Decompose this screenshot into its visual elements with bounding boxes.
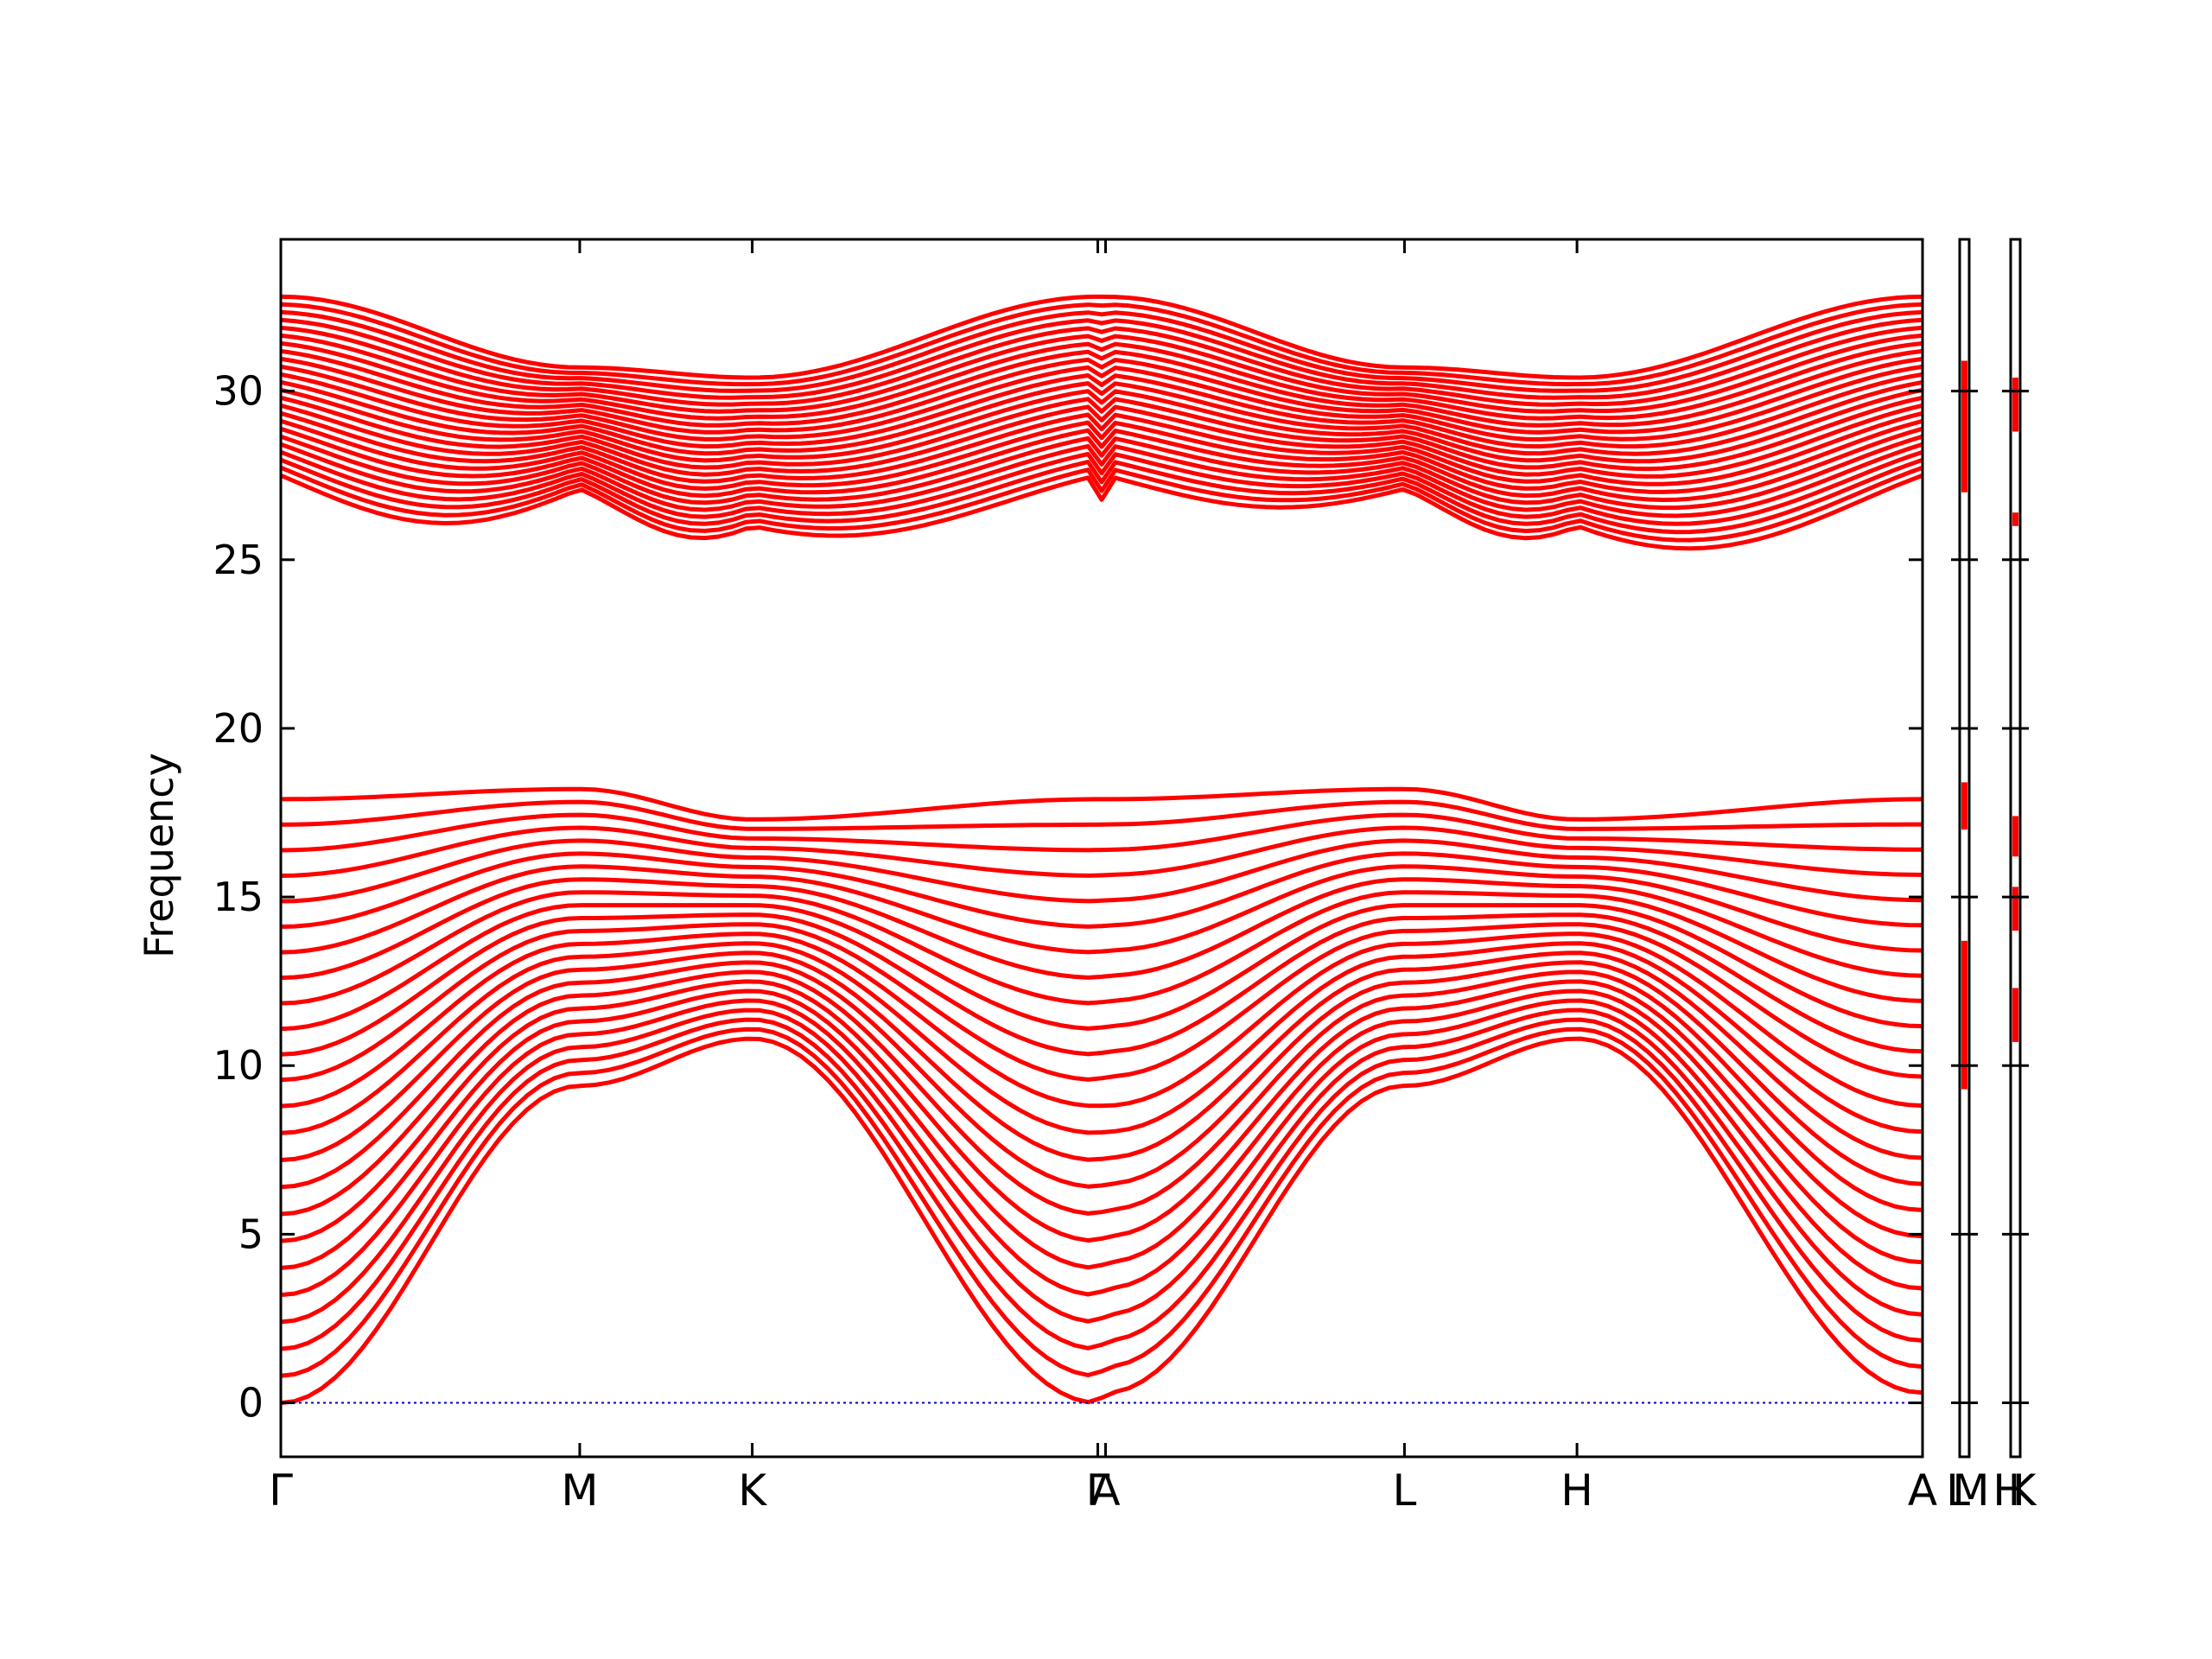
band-low-9 <box>281 950 1923 1162</box>
band-high-22 <box>281 302 1923 387</box>
side-panel-hk: HK <box>1993 238 2037 1516</box>
band-low-4 <box>281 998 1923 1298</box>
side-band-segment <box>1961 782 1967 830</box>
band-low-15 <box>281 890 1923 1006</box>
side-panel-frame <box>2009 238 2022 1459</box>
band-low-3 <box>281 1007 1923 1325</box>
y-tick-label: 20 <box>213 705 264 752</box>
band-low-8 <box>281 960 1923 1190</box>
band-high-15 <box>281 356 1923 435</box>
band-high-7 <box>281 418 1923 494</box>
side-band-segment <box>2012 988 2018 1042</box>
band-low-23 <box>281 786 1923 822</box>
band-low-5 <box>281 988 1923 1270</box>
band-low-22 <box>281 799 1923 831</box>
band-high-11 <box>281 387 1923 464</box>
band-high-3 <box>281 449 1923 526</box>
band-low-17 <box>281 864 1923 955</box>
band-low-7 <box>281 969 1923 1217</box>
bands <box>281 294 1923 1406</box>
side-label-right: K <box>2008 1465 2037 1516</box>
y-tick-label: 10 <box>213 1042 264 1089</box>
band-high-5 <box>281 434 1923 511</box>
y-tick-label: 15 <box>213 874 264 920</box>
band-high-12 <box>281 379 1923 456</box>
band-low-12 <box>281 922 1923 1083</box>
band-high-19 <box>281 325 1923 407</box>
band-high-6 <box>281 426 1923 502</box>
x-tick-label: Γ <box>1086 1465 1110 1516</box>
side-label-right: M <box>1952 1465 1989 1516</box>
y-tick-label: 25 <box>213 537 264 583</box>
y-tick-label: 5 <box>238 1211 264 1257</box>
band-high-8 <box>281 410 1923 486</box>
band-high-21 <box>281 309 1923 393</box>
band-low-16 <box>281 877 1923 981</box>
band-low-1 <box>281 1027 1923 1378</box>
y-tick-label: 0 <box>238 1380 264 1427</box>
band-high-17 <box>281 340 1923 421</box>
plot-frame <box>279 238 1924 1459</box>
band-high-4 <box>281 442 1923 518</box>
side-band-segment <box>2012 378 2018 432</box>
y-axis-label: Frequency <box>136 753 182 958</box>
x-tick-label: K <box>738 1465 767 1516</box>
side-band-segment <box>1961 360 1967 493</box>
side-band-segment <box>2012 512 2018 526</box>
side-label-left: L <box>1946 1465 1970 1516</box>
x-tick-label: A <box>1908 1465 1937 1516</box>
band-low-21 <box>281 812 1923 853</box>
band-high-1 <box>281 465 1923 543</box>
band-high-16 <box>281 348 1923 428</box>
x-tick-label: Γ <box>269 1465 293 1516</box>
side-band-segment <box>2012 887 2018 931</box>
x-tick-label: M <box>561 1465 598 1516</box>
side-label-left: H <box>1993 1465 2025 1516</box>
band-low-18 <box>281 851 1923 929</box>
band-high-10 <box>281 395 1923 472</box>
side-panel-lm: LM <box>1946 238 1990 1516</box>
band-low-2 <box>281 1017 1923 1351</box>
band-high-23 <box>281 294 1923 380</box>
x-tick-label: H <box>1560 1465 1593 1516</box>
band-high-20 <box>281 317 1923 400</box>
side-band-segment <box>2012 816 2018 857</box>
x-tick-label: A <box>1090 1465 1120 1516</box>
band-low-13 <box>281 912 1923 1057</box>
side-panel-frame <box>1958 238 1971 1459</box>
band-low-6 <box>281 979 1923 1243</box>
band-low-0 <box>281 1036 1923 1406</box>
band-high-14 <box>281 364 1923 442</box>
band-high-9 <box>281 403 1923 479</box>
side-band-segment <box>1961 940 1967 1090</box>
band-low-14 <box>281 903 1923 1032</box>
band-high-2 <box>281 457 1923 535</box>
band-low-20 <box>281 825 1923 878</box>
x-tick-label: L <box>1393 1465 1417 1516</box>
band-high-18 <box>281 333 1923 414</box>
band-low-19 <box>281 838 1923 904</box>
band-high-0 <box>281 473 1923 551</box>
band-high-13 <box>281 372 1923 449</box>
band-low-10 <box>281 941 1923 1135</box>
band-low-11 <box>281 931 1923 1109</box>
y-tick-label: 30 <box>213 368 264 415</box>
